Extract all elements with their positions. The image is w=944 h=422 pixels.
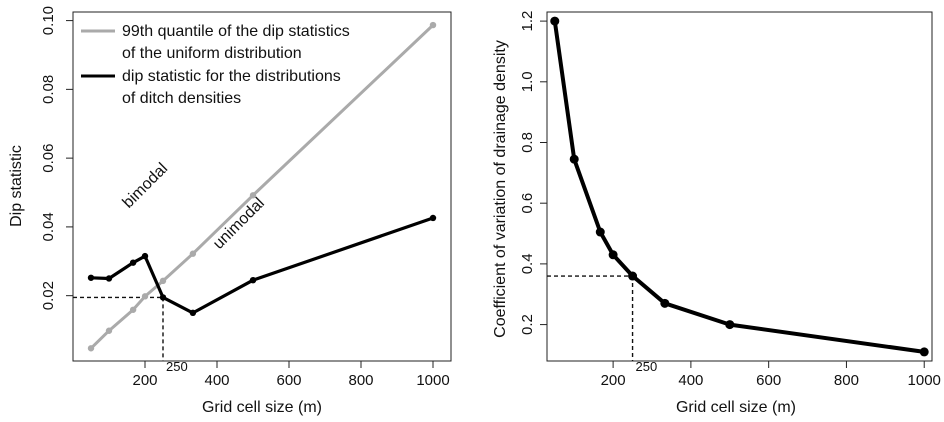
left-x-axis-title: Grid cell size (m)	[202, 399, 322, 416]
x-tick-label: 400	[678, 372, 703, 389]
data-point	[919, 347, 929, 357]
data-point	[249, 192, 257, 199]
y-tick-label: 0.8	[519, 132, 536, 153]
x-tick-label: 1000	[908, 372, 941, 389]
x-tick-label: 1000	[416, 372, 449, 389]
data-point	[159, 277, 167, 285]
x-tick-label: 200	[132, 372, 157, 389]
legend-entry-text: 99th quantile of the dip statistics	[122, 23, 350, 40]
y-tick-label: 0.02	[40, 281, 57, 310]
x-tick-label: 400	[204, 372, 229, 389]
data-point	[105, 327, 113, 334]
data-point	[249, 276, 257, 284]
y-tick-label: 0.6	[519, 193, 536, 214]
data-point	[660, 298, 670, 308]
dip-statistic-panel: Grid cell size (m) Dip statistic 200 400 6…	[8, 6, 452, 416]
y-tick-label: 1.0	[519, 71, 536, 92]
annotation-unimodal: unimodal	[210, 195, 268, 253]
y-tick-label: 0.10	[40, 6, 57, 35]
y-tick-label: 0.04	[40, 212, 57, 241]
data-point	[429, 214, 437, 222]
x-tick-label: 600	[276, 372, 301, 389]
data-point	[141, 293, 149, 300]
y-tick-label: 0.4	[519, 253, 536, 274]
annotation-250: 250	[636, 359, 658, 374]
data-point	[608, 250, 618, 260]
annotation-250: 250	[166, 359, 188, 374]
annotation-bimodal: bimodal	[120, 160, 172, 212]
legend-entry-text: of the uniform distribution	[122, 45, 302, 62]
y-tick-label: 0.2	[519, 314, 536, 335]
data-point	[129, 259, 137, 266]
right-x-axis-title: Grid cell size (m)	[676, 399, 796, 416]
y-tick-label: 1.2	[519, 11, 536, 32]
x-tick-label: 800	[834, 372, 859, 389]
y-tick-label: 0.06	[40, 144, 57, 173]
data-point	[159, 294, 167, 301]
data-point	[129, 306, 137, 313]
legend: 99th quantile of the dip statistics of th…	[81, 23, 350, 107]
data-point	[550, 16, 560, 26]
data-point	[87, 345, 95, 352]
right-y-axis-title: Coefficient of variation of drainage den…	[492, 40, 509, 338]
data-point	[569, 154, 579, 164]
series-line-1	[90, 216, 434, 315]
right-plot-frame	[546, 11, 933, 362]
data-point	[429, 21, 437, 29]
data-point	[628, 271, 638, 281]
data-point	[141, 252, 149, 260]
legend-entry-text: of ditch densities	[122, 90, 241, 107]
data-point	[105, 275, 113, 282]
data-point	[189, 309, 197, 317]
left-y-axis-title: Dip statistic	[8, 145, 25, 227]
x-tick-label: 200	[601, 372, 626, 389]
data-point	[189, 250, 197, 257]
data-point	[595, 227, 605, 237]
y-tick-label: 0.08	[40, 75, 57, 104]
coefficient-of-variation-panel: Grid cell size (m) Coefficient of variat…	[492, 11, 941, 416]
legend-entry-text: dip statistic for the distributions	[122, 68, 341, 85]
x-tick-label: 800	[348, 372, 373, 389]
series-line-0	[89, 24, 435, 350]
data-point	[87, 274, 95, 281]
data-point	[725, 320, 735, 330]
x-tick-label: 600	[756, 372, 781, 389]
left-plot-frame	[72, 11, 452, 362]
series-line-0	[552, 20, 925, 354]
